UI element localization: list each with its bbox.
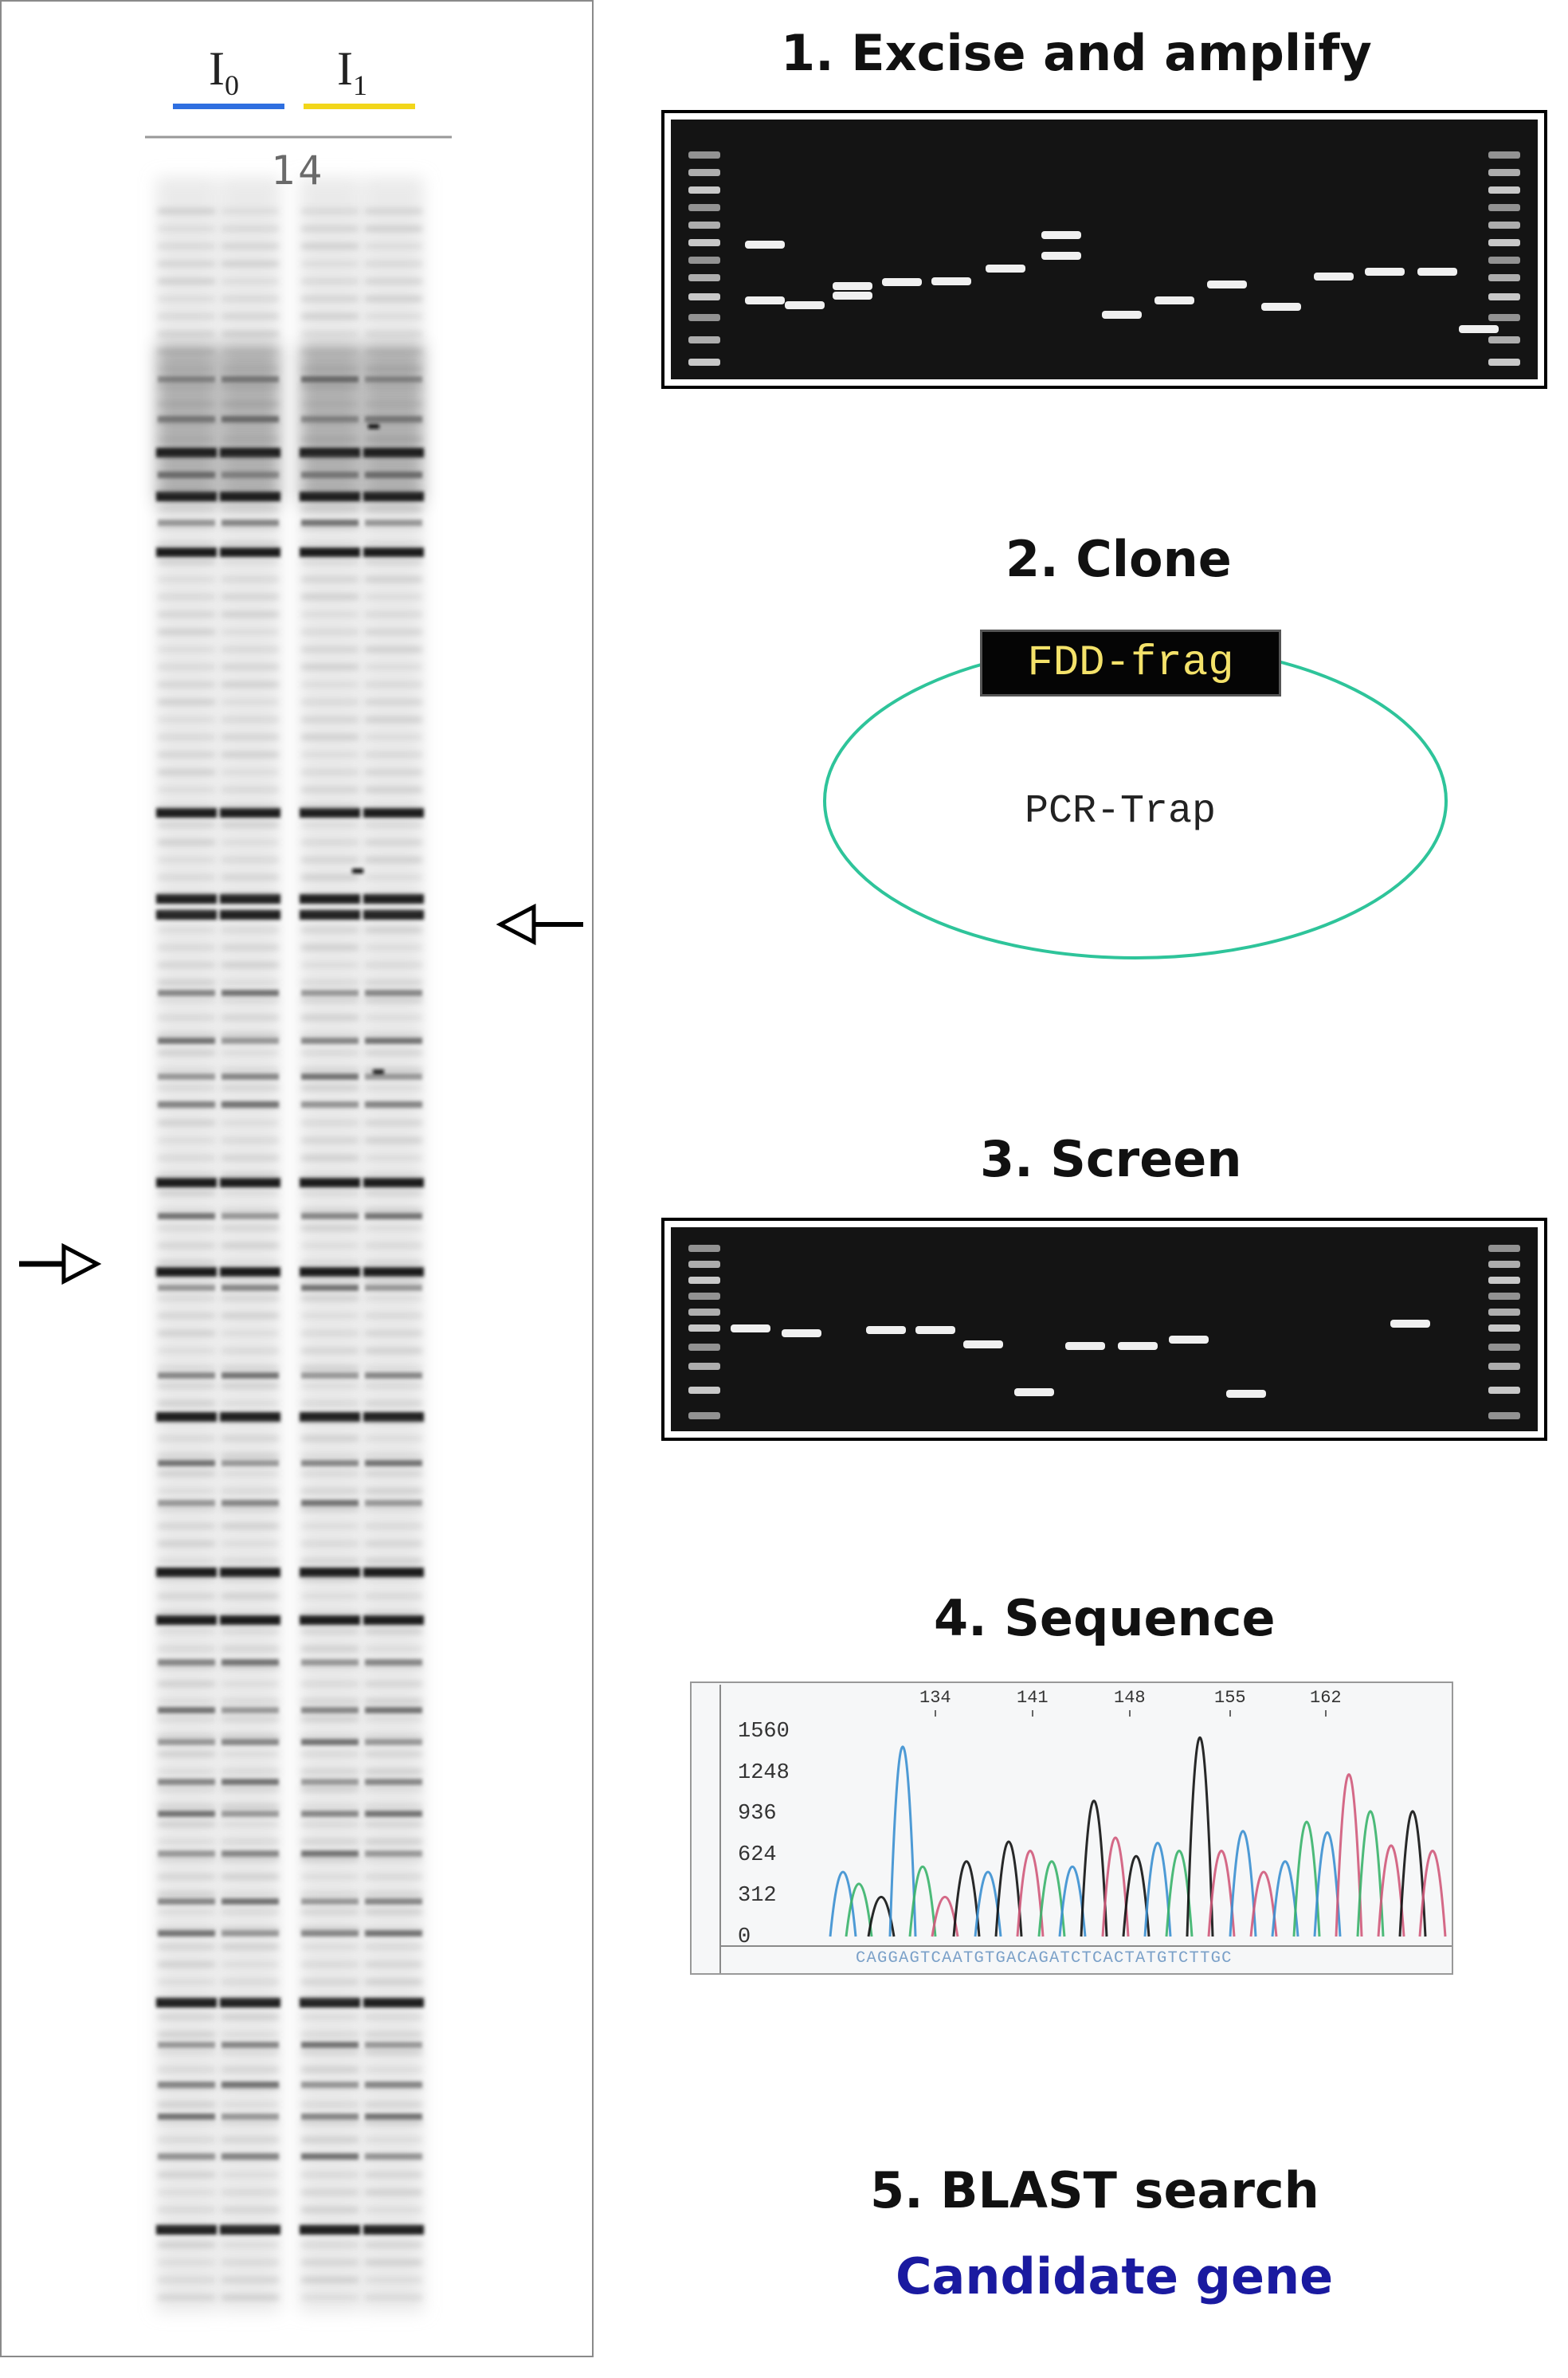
lane-label-i0: I0 (209, 42, 239, 101)
step-5-title: 5. BLAST search (870, 2161, 1319, 2219)
gel-autoradiograph (145, 135, 452, 2313)
position-label: 141 (1017, 1688, 1049, 1708)
differential-display-gel: I0 I1 14 (0, 0, 594, 2357)
y-tick-label: 936 (738, 1802, 777, 1827)
y-tick-label: 0 (738, 1925, 751, 1949)
lane-number: 14 (271, 147, 326, 194)
y-tick-label: 312 (738, 1884, 777, 1909)
insert-box: FDD-frag (980, 630, 1281, 697)
y-tick-label: 624 (738, 1842, 777, 1867)
chromatogram-image: 134 141 148 155 162 1560 1248 936 624 312 0 CAGGA… (690, 1681, 1453, 1975)
vector-label: PCR-Trap (1025, 789, 1217, 834)
position-label: 148 (1114, 1688, 1146, 1708)
position-label: 155 (1214, 1688, 1246, 1708)
arrow-left-icon (496, 903, 583, 946)
lane-underline-i0 (173, 104, 284, 109)
y-tick-label: 1248 (738, 1760, 790, 1785)
insert-label: FDD-frag (1027, 638, 1234, 688)
arrow-right-icon (19, 1242, 102, 1285)
step-3-title: 3. Screen (980, 1130, 1242, 1188)
position-label: 134 (919, 1688, 951, 1708)
step-2-title: 2. Clone (1005, 530, 1232, 588)
candidate-gene-label: Candidate gene (896, 2247, 1334, 2305)
sequence-text: CAGGAGTCAATGTGACAGATCTCACTATGTCTTGC (856, 1949, 1233, 1968)
lane-label-i1: I1 (337, 42, 367, 101)
step-4-title: 4. Sequence (934, 1589, 1276, 1647)
amplify-gel-image (661, 110, 1547, 389)
screen-gel-image (661, 1218, 1547, 1441)
y-tick-label: 1560 (738, 1720, 790, 1744)
position-label: 162 (1310, 1688, 1342, 1708)
step-1-title: 1. Excise and amplify (781, 24, 1372, 82)
lane-underline-i1 (304, 104, 415, 109)
